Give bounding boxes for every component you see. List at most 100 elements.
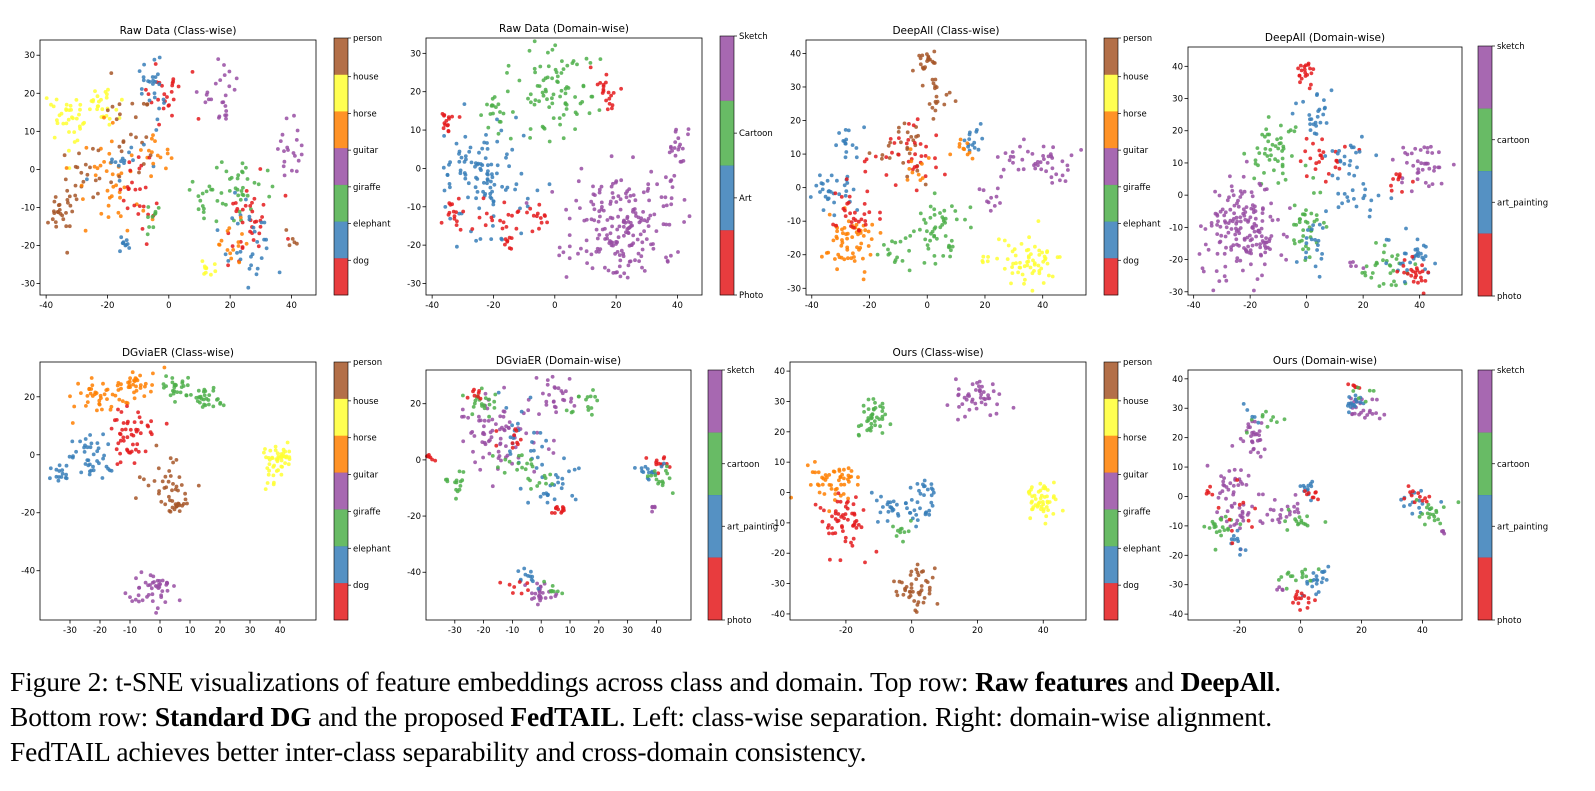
scatter-point-giraffe xyxy=(161,382,166,386)
y-tick-label: 0 xyxy=(1178,191,1183,201)
scatter-point-Cartoon xyxy=(556,80,560,84)
scatter-point-house xyxy=(88,107,92,112)
scatter-point-elephant xyxy=(252,229,257,234)
scatter-point-horse xyxy=(138,373,143,378)
scatter-point-giraffe xyxy=(189,393,193,397)
x-tick-label: 40 xyxy=(275,626,286,636)
colorbar-label: sketch xyxy=(727,366,755,376)
scatter-point-elephant xyxy=(152,95,157,100)
scatter-point-dog xyxy=(126,419,130,424)
scatter-point-sketch xyxy=(1252,288,1256,293)
scatter-point-horse xyxy=(835,486,839,491)
colorbar-segment xyxy=(1104,111,1118,149)
scatter-point-art_painting xyxy=(532,430,536,435)
scatter-point-cartoon xyxy=(564,408,569,413)
scatter-point-Art xyxy=(457,159,462,164)
scatter-point-horse xyxy=(849,256,854,261)
scatter-point-Sketch xyxy=(524,201,529,205)
scatter-point-dog xyxy=(896,152,901,157)
scatter-point-horse xyxy=(165,151,170,156)
scatter-point-horse xyxy=(839,482,843,487)
scatter-point-house xyxy=(213,269,218,274)
scatter-point-elephant xyxy=(56,478,61,483)
scatter-point-giraffe xyxy=(933,225,938,230)
scatter-point-Sketch xyxy=(667,222,672,227)
scatter-point-dog xyxy=(863,219,868,223)
scatter-point-Photo xyxy=(452,216,457,221)
scatter-point-art_painting xyxy=(496,390,501,395)
scatter-point-giraffe xyxy=(878,424,882,429)
scatter-point-house xyxy=(270,455,274,460)
scatter-point-sketch xyxy=(1254,234,1258,239)
scatter-point-guitar xyxy=(1042,157,1046,162)
scatter-point-photo xyxy=(1419,275,1423,280)
scatter-point-giraffe xyxy=(875,252,880,257)
scatter-point-house xyxy=(265,466,270,470)
scatter-point-elephant xyxy=(235,251,239,255)
scatter-point-sketch xyxy=(483,391,488,396)
scatter-point-Sketch xyxy=(567,216,572,221)
scatter-point-house xyxy=(103,90,108,94)
colorbar-label: Sketch xyxy=(739,32,768,42)
colorbar-label: person xyxy=(1123,358,1152,368)
scatter-point-cartoon xyxy=(492,399,497,404)
scatter-point-Photo xyxy=(483,223,488,228)
scatter-point-sketch xyxy=(1258,242,1262,247)
scatter-point-elephant xyxy=(855,208,860,212)
scatter-point-cartoon xyxy=(1304,244,1308,249)
scatter-point-sketch xyxy=(1203,227,1208,231)
scatter-point-cartoon xyxy=(1213,547,1218,552)
scatter-point-art_painting xyxy=(1311,122,1316,127)
scatter-point-horse xyxy=(119,386,123,391)
colorbar-segment xyxy=(334,398,348,437)
scatter-point-cartoon xyxy=(1285,528,1290,532)
scatter-point-guitar xyxy=(1021,167,1026,172)
y-tick-label: 0 xyxy=(416,164,421,174)
scatter-point-art_painting xyxy=(1340,201,1344,206)
scatter-point-sketch xyxy=(532,469,537,474)
scatter-point-sketch xyxy=(1232,467,1237,472)
scatter-point-house xyxy=(1026,259,1031,264)
scatter-point-house xyxy=(1045,250,1049,255)
scatter-point-cartoon xyxy=(1364,264,1369,269)
scatter-point-horse xyxy=(108,407,113,412)
scatter-point-cartoon xyxy=(1363,270,1367,275)
scatter-point-elephant xyxy=(980,136,985,141)
scatter-point-elephant xyxy=(967,137,972,142)
scatter-point-giraffe xyxy=(918,211,923,216)
scatter-point-sketch xyxy=(537,412,541,416)
scatter-point-Sketch xyxy=(664,203,669,208)
scatter-point-art_painting xyxy=(1322,98,1326,102)
scatter-point-Cartoon xyxy=(581,84,586,89)
scatter-point-horse xyxy=(868,252,873,257)
scatter-point-person xyxy=(177,509,182,513)
scatter-point-cartoon xyxy=(1242,151,1247,156)
scatter-point-art_painting xyxy=(1319,580,1324,585)
scatter-point-art_painting xyxy=(1352,402,1356,407)
scatter-point-horse xyxy=(852,259,857,263)
scatter-point-elephant xyxy=(100,476,105,480)
scatter-point-elephant xyxy=(155,117,160,122)
colorbar-label: horse xyxy=(353,109,377,119)
scatter-point-cartoon xyxy=(588,394,593,399)
scatter-point-elephant xyxy=(915,518,920,522)
scatter-point-Art xyxy=(462,102,467,106)
y-tick-label: 30 xyxy=(410,49,421,59)
scatter-point-horse xyxy=(920,176,925,181)
scatter-point-photo xyxy=(1297,73,1302,78)
scatter-point-horse xyxy=(829,483,833,487)
x-tick-label: 20 xyxy=(215,626,226,636)
scatter-point-horse xyxy=(840,472,844,477)
scatter-point-photo xyxy=(519,591,524,596)
scatter-point-sketch xyxy=(1442,531,1447,536)
scatter-point-Sketch xyxy=(582,218,587,223)
scatter-point-photo xyxy=(661,456,666,461)
scatter-point-sketch xyxy=(1259,421,1264,425)
y-tick-label: 0 xyxy=(30,451,35,461)
scatter-point-horse xyxy=(965,141,970,146)
scatter-point-cartoon xyxy=(470,412,475,417)
scatter-point-giraffe xyxy=(164,374,169,378)
scatter-point-horse xyxy=(846,256,850,261)
scatter-point-dog xyxy=(121,198,126,203)
scatter-point-Photo xyxy=(609,93,613,98)
